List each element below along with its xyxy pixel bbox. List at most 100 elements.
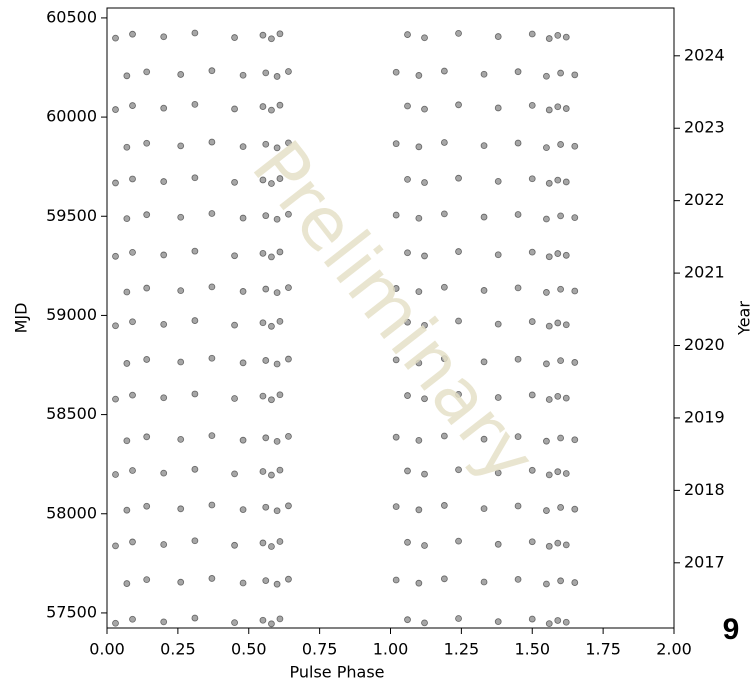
point — [421, 542, 428, 549]
point — [160, 251, 168, 259]
point — [421, 321, 428, 329]
point — [571, 579, 579, 586]
watermark: Preliminary — [236, 126, 553, 498]
x-tick-label: 1.50 — [514, 640, 550, 659]
point — [415, 214, 423, 222]
point — [191, 537, 199, 545]
point — [543, 289, 550, 296]
point — [208, 501, 216, 509]
point — [259, 31, 267, 39]
point — [285, 210, 292, 218]
point — [208, 67, 216, 75]
x-tick-label: 0.75 — [302, 640, 338, 659]
point — [421, 105, 428, 113]
point — [112, 322, 119, 330]
point — [514, 355, 522, 363]
y2-tick-label: 2023 — [684, 118, 725, 137]
point — [404, 175, 411, 183]
point — [191, 390, 199, 398]
y2-tick-label: 2017 — [684, 552, 725, 571]
point — [129, 391, 136, 399]
point — [404, 392, 411, 399]
point — [129, 538, 136, 546]
point — [421, 179, 428, 186]
point — [208, 210, 216, 217]
x-tick-label: 1.75 — [585, 640, 621, 659]
point — [160, 104, 168, 112]
point — [494, 251, 502, 259]
point — [268, 396, 275, 404]
point — [123, 288, 131, 296]
point — [208, 575, 216, 582]
point — [239, 71, 247, 79]
point — [545, 396, 553, 403]
point — [262, 285, 270, 293]
point — [112, 542, 119, 550]
point — [143, 284, 151, 292]
point — [273, 215, 281, 223]
point — [571, 505, 579, 513]
point — [543, 437, 550, 445]
point — [554, 617, 562, 624]
y2-tick-label: 2024 — [684, 45, 725, 64]
point — [160, 320, 168, 328]
point — [191, 100, 199, 108]
y-tick-label: 60500 — [46, 7, 97, 26]
point — [285, 139, 292, 147]
y-tick-label: 58000 — [46, 503, 97, 522]
point — [123, 580, 131, 587]
point — [160, 33, 168, 41]
point — [143, 502, 151, 510]
point — [177, 435, 185, 443]
point — [545, 542, 553, 550]
point — [177, 71, 185, 78]
point — [557, 285, 564, 293]
point — [571, 71, 579, 79]
point — [440, 139, 448, 146]
point — [494, 469, 502, 477]
point — [123, 360, 131, 367]
points — [112, 29, 579, 628]
point — [514, 68, 522, 76]
point — [455, 29, 462, 37]
point — [571, 214, 579, 222]
point — [276, 466, 284, 474]
point — [421, 619, 428, 627]
point — [143, 68, 151, 76]
point — [415, 143, 423, 151]
point — [285, 68, 292, 75]
point — [528, 248, 536, 256]
point — [557, 504, 564, 511]
point — [494, 104, 502, 112]
point — [480, 358, 488, 366]
point — [421, 470, 428, 478]
y2-tick-label: 2018 — [684, 480, 725, 499]
point — [543, 580, 550, 588]
point — [554, 176, 562, 184]
point — [392, 211, 400, 219]
point — [160, 178, 168, 185]
point — [557, 141, 564, 148]
point — [455, 390, 462, 398]
point — [404, 616, 411, 624]
point — [268, 620, 275, 628]
point — [571, 436, 579, 444]
point — [123, 215, 131, 223]
x-tick-label: 0.50 — [231, 640, 267, 659]
point — [273, 289, 281, 297]
point — [112, 179, 119, 187]
point — [562, 105, 570, 112]
point — [268, 322, 275, 330]
point — [129, 467, 136, 474]
point — [177, 578, 185, 586]
point — [143, 139, 151, 147]
point — [160, 541, 168, 548]
point — [259, 392, 267, 400]
point — [123, 72, 131, 80]
point — [440, 502, 448, 509]
point — [494, 177, 502, 185]
point — [528, 318, 536, 325]
point — [545, 471, 553, 479]
point — [415, 72, 423, 79]
point — [276, 538, 284, 545]
